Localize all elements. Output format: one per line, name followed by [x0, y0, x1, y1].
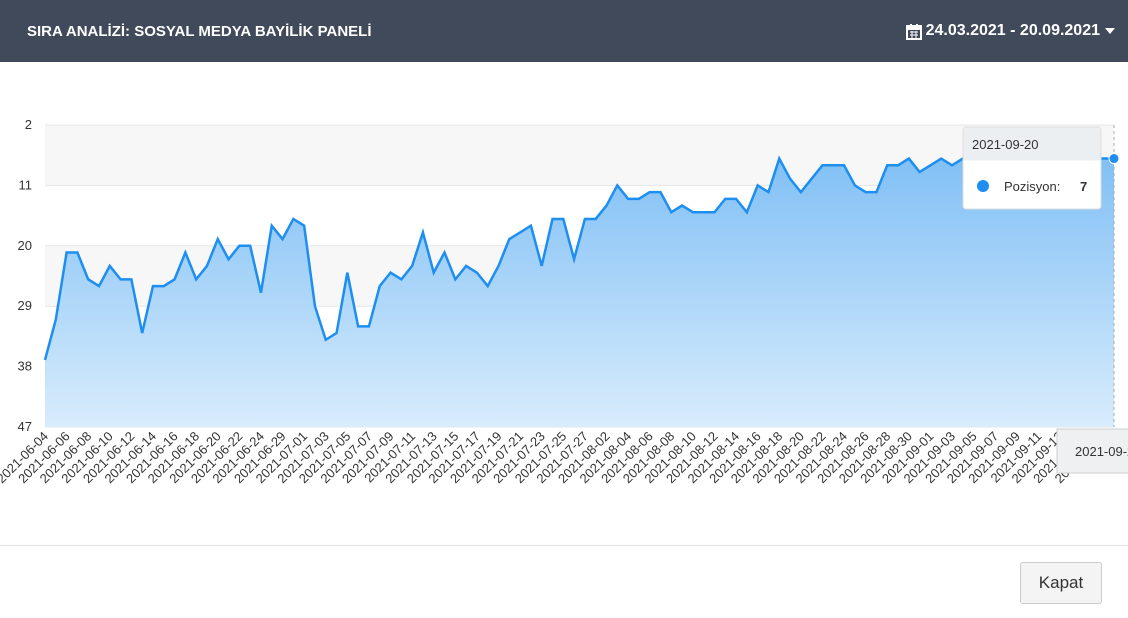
hover-marker [1108, 153, 1120, 165]
area [45, 151, 1114, 427]
tooltip-date: 2021-09-20 [972, 137, 1039, 152]
tooltip: 2021-09-20 Pozisyon: 7 [962, 126, 1102, 210]
tooltip-header [963, 127, 1101, 161]
tooltip-dot [977, 180, 989, 192]
divider [0, 545, 1128, 546]
tooltip-label: Pozisyon: [1004, 179, 1060, 194]
y-tick-label: 11 [19, 177, 33, 192]
caret [1105, 28, 1115, 34]
modal-header: SIRA ANALİZİ: SOSYAL MEDYA BAYİLİK PANEL… [0, 0, 1128, 62]
crosshair-label-box [1056, 428, 1128, 474]
line [43, 150, 1114, 361]
calendar-icon [905, 23, 922, 40]
tooltip-value: 7 [1080, 179, 1087, 194]
date-range: 24.03.2021 - 20.09.2021 [925, 22, 1100, 39]
chart: 211202938472021-06-042021-06-062021-06-0… [0, 117, 1128, 486]
y-tick-label: 2 [25, 117, 32, 132]
close-button[interactable]: Kapat [1020, 562, 1102, 604]
crosshair-label-text: 2021-09-20 [1075, 444, 1128, 459]
date-picker[interactable]: 24.03.2021 - 20.09.2021 [905, 22, 1116, 40]
crosshair-label: 2021-09-20 [1056, 428, 1128, 474]
modal-title: SIRA ANALİZİ: SOSYAL MEDYA BAYİLİK PANEL… [27, 23, 372, 40]
y-tick-label: 47 [18, 419, 32, 434]
y-tick-label: 29 [18, 298, 32, 313]
y-tick-label: 38 [18, 359, 32, 374]
y-tick-label: 20 [18, 238, 32, 253]
